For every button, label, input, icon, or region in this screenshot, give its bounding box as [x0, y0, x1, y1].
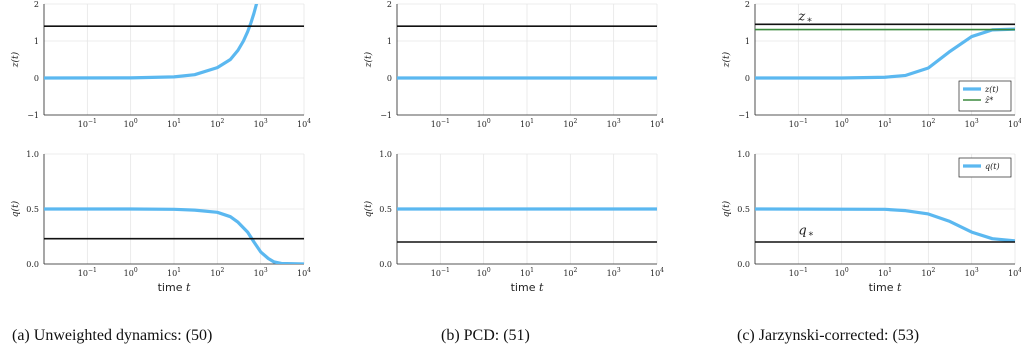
panel-a-bottom: 10−1 100 101 102 103 104 0.0 0.5 1.0 q(t) time t	[10, 150, 311, 294]
y-tick-label: 0.0	[26, 260, 39, 269]
x-tick-label: 104	[650, 118, 664, 129]
x-tick-label: 101	[878, 118, 892, 129]
x-tick-label: 100	[835, 267, 849, 278]
x-tick-label: 102	[210, 267, 224, 278]
legend-entry: z(t)	[984, 85, 999, 94]
y-tick-label: 1.0	[737, 150, 750, 159]
y-tick-label: 2	[34, 0, 39, 9]
x-tick-label: 10−1	[431, 267, 450, 278]
panel-c-bottom: 10−1 100 101 102 103 104 0.0 0.5 1.0 q(t) time t q *…	[721, 150, 1021, 294]
y-axis-label: z(t)	[363, 51, 374, 68]
x-tick-label: 104	[650, 267, 664, 278]
legend-box	[958, 80, 1012, 112]
x-tick-label: 104	[297, 118, 311, 129]
x-tick-label: 10−1	[789, 118, 808, 129]
legend: z(t) ẑ*	[958, 80, 1012, 112]
panel-b-top: 10−1 100 101 102 103 104 −1 0 1 2 z(t)	[363, 0, 664, 129]
panel-a-top: 10−1 100 101 102 103 104 −1 0 1 2 z(t)	[10, 0, 311, 129]
x-tick-label: 104	[1008, 118, 1021, 129]
y-tick-label: 0	[34, 74, 39, 83]
x-tick-label: 10−1	[78, 118, 97, 129]
y-tick-label: −1	[380, 111, 392, 120]
x-tick-label: 10−1	[431, 118, 450, 129]
x-tick-label: 102	[563, 267, 577, 278]
series-line	[44, 4, 259, 80]
y-tick-label: 1.0	[379, 150, 392, 159]
legend-entry: q(t)	[985, 162, 1000, 171]
x-tick-label: 104	[297, 267, 311, 278]
y-tick-label: 0.0	[379, 260, 392, 269]
x-tick-label: 103	[965, 267, 979, 278]
legend-box	[958, 157, 1012, 178]
series-line	[755, 207, 1015, 243]
y-tick-label: 0.5	[379, 205, 392, 214]
series-line	[44, 207, 304, 264]
x-tick-label: 100	[835, 118, 849, 129]
y-axis-label: q(t)	[10, 200, 21, 217]
x-tick-label: 101	[520, 118, 534, 129]
y-tick-label: 1	[387, 37, 392, 46]
x-tick-label: 102	[921, 267, 935, 278]
legend-entry: ẑ*	[984, 96, 993, 105]
annotation-label: q *	[798, 223, 813, 241]
x-tick-label: 100	[477, 118, 491, 129]
x-tick-label: 100	[124, 118, 138, 129]
x-tick-label: 103	[254, 118, 268, 129]
legend: q(t)	[958, 157, 1012, 178]
y-tick-label: 0.0	[737, 260, 750, 269]
x-axis-label: time t	[158, 281, 191, 294]
caption-a: (a) Unweighted dynamics: (50)	[12, 327, 213, 344]
y-tick-label: −1	[738, 111, 750, 120]
x-tick-label: 101	[167, 267, 181, 278]
x-tick-label: 103	[254, 267, 268, 278]
panel-b-bottom: 10−1 100 101 102 103 104 0.0 0.5 1.0 q(t) time t	[363, 150, 664, 294]
caption-b: (b) PCD: (51)	[441, 327, 530, 344]
y-tick-label: 0	[745, 74, 750, 83]
y-tick-label: 2	[745, 0, 750, 9]
x-tick-label: 103	[607, 118, 621, 129]
x-axis-label: time t	[869, 281, 902, 294]
x-axis-label: time t	[511, 281, 544, 294]
x-tick-label: 100	[124, 267, 138, 278]
annotation-label: z *	[797, 10, 812, 28]
y-axis-label: q(t)	[363, 200, 374, 217]
x-tick-label: 10−1	[789, 267, 808, 278]
panel-c-top: 10−1 100 101 102 103 104 −1 0 1 2 z(t) z * z(t) ẑ*	[721, 0, 1021, 129]
series-group	[44, 4, 304, 80]
y-tick-label: −1	[27, 111, 39, 120]
x-tick-label: 102	[210, 118, 224, 129]
y-tick-label: 0.5	[737, 205, 750, 214]
caption-c: (c) Jarzynski-corrected: (53)	[737, 327, 920, 344]
x-tick-label: 101	[520, 267, 534, 278]
series-group	[755, 23, 1015, 80]
x-tick-label: 103	[607, 267, 621, 278]
y-tick-label: 0	[387, 74, 392, 83]
x-tick-label: 102	[563, 118, 577, 129]
y-tick-label: 1	[34, 37, 39, 46]
x-tick-label: 103	[965, 118, 979, 129]
y-axis-label: z(t)	[721, 51, 732, 68]
series-group	[755, 207, 1015, 243]
y-tick-label: 1.0	[26, 150, 39, 159]
y-tick-label: 2	[387, 0, 392, 9]
x-tick-label: 102	[921, 118, 935, 129]
series-group	[397, 207, 657, 243]
series-group	[397, 25, 657, 80]
y-tick-label: 1	[745, 37, 750, 46]
y-axis-label: z(t)	[10, 51, 21, 68]
x-tick-label: 101	[878, 267, 892, 278]
y-axis-label: q(t)	[721, 200, 732, 217]
x-tick-label: 104	[1008, 267, 1021, 278]
x-tick-label: 101	[167, 118, 181, 129]
series-line	[755, 27, 1015, 80]
y-tick-label: 0.5	[26, 205, 39, 214]
series-group	[44, 207, 304, 264]
x-tick-label: 100	[477, 267, 491, 278]
x-tick-label: 10−1	[78, 267, 97, 278]
